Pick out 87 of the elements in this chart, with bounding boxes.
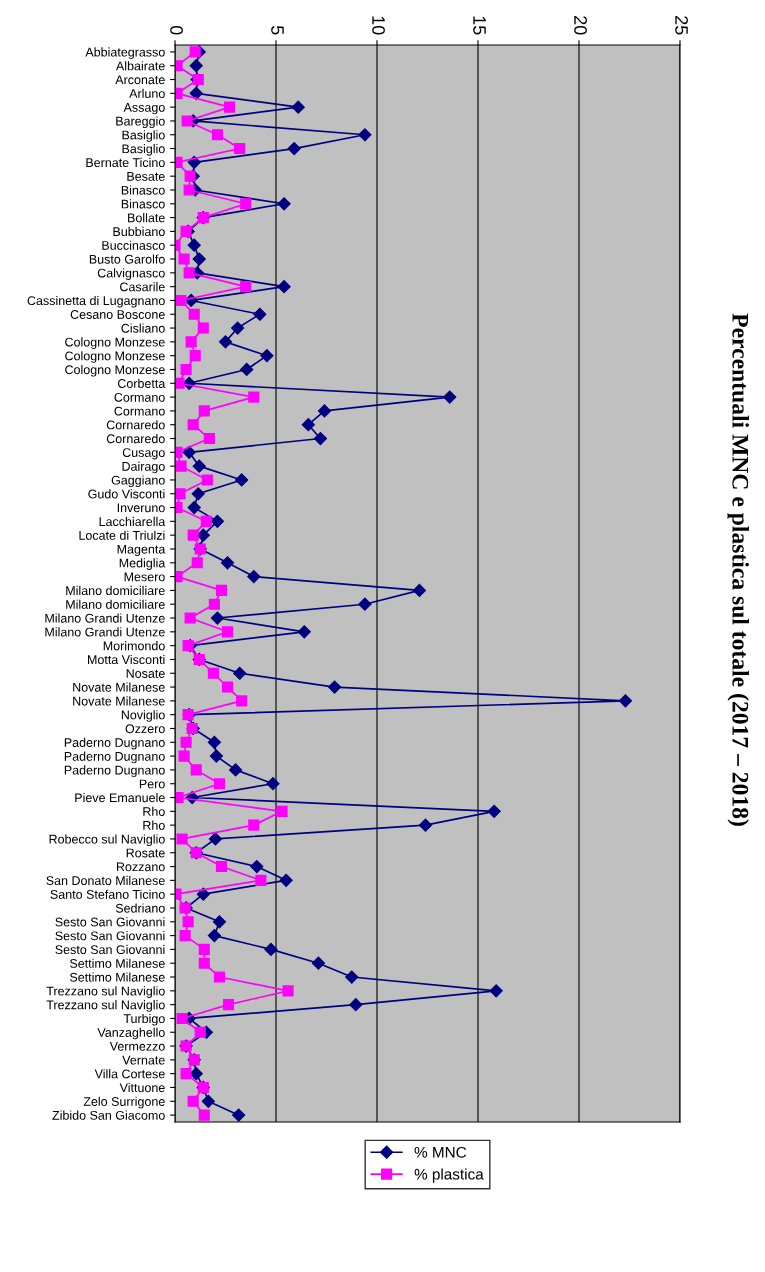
y-tick-label: Milano Grandi Utenze [45, 613, 165, 623]
y-tick-label: Zelo Surrigone [83, 1096, 165, 1109]
y-tick-label: Cormano [114, 392, 165, 402]
y-tick-label: Paderno Dugnano [64, 737, 165, 750]
y-tick-label: Gaggiano [111, 475, 165, 488]
y-tick-label: Cornaredo [106, 420, 165, 430]
y-tick-label: Calvignasco [97, 268, 165, 280]
y-tick-label: Cologno Monzese [65, 364, 165, 377]
y-tick-label: Bernate Ticino [86, 157, 165, 168]
x-tick-label: 10 [372, 16, 385, 35]
y-tick-label: Milano Grandi Utenze [45, 627, 165, 637]
y-tick-label: Gudo Visconti [88, 489, 165, 499]
y-tick-label: Rho [143, 806, 165, 816]
y-tick-label: Bareggio [116, 116, 165, 129]
y-tick-label: Assago [123, 103, 165, 115]
y-tick-label: Bubbiano [113, 226, 165, 237]
y-tick-label: Trezzano sul Naviglio [46, 986, 165, 998]
y-tick-label: Busto Garolfo [89, 254, 165, 264]
legend-label: % MNC [414, 1146, 467, 1158]
y-tick-label: Robecco sul Naviglio [49, 834, 165, 847]
x-tick-label: 5 [271, 25, 284, 35]
y-tick-label: Vernate [122, 1055, 165, 1065]
y-tick-label: Zibido San Giacomo [52, 1110, 165, 1120]
y-tick-label: Corbetta [117, 378, 166, 388]
y-tick-label: Abbiategrasso [85, 47, 165, 60]
y-tick-label: Lacchiarella [99, 516, 166, 527]
y-tick-label: Sesto San Giovanni [55, 917, 165, 927]
y-tick-label: Sesto San Giovanni [55, 944, 165, 955]
y-tick-label: Arluno [129, 88, 165, 98]
y-tick-label: Cologno Monzese [65, 351, 165, 363]
y-tick-label: Cormano [114, 406, 165, 416]
y-tick-label: Rosate [126, 848, 165, 858]
y-tick-label: Vermezzo [109, 1041, 165, 1051]
text: Percentuali MNC e plastica sul totale (2017 – 2018) [727, 313, 749, 826]
x-tick-label: 15 [473, 16, 486, 35]
y-tick-label: Sedriano [115, 903, 165, 913]
y-tick-label: Novate Milanese [73, 696, 165, 706]
y-tick-label: Locate di Triulzi [79, 530, 165, 540]
y-tick-label: Paderno Dugnano [64, 765, 165, 778]
y-tick-label: Inveruno [117, 503, 165, 513]
y-tick-label: Motta Visconti [88, 654, 165, 665]
y-tick-label: Cologno Monzese [65, 337, 165, 349]
y-tick-label: Rozzano [116, 862, 165, 872]
y-tick-label: Cesano Boscone [70, 310, 165, 319]
y-tick-label: Binasco [121, 199, 165, 209]
x-tick-label: 25 [675, 16, 688, 35]
y-tick-label: Magenta [117, 544, 166, 557]
y-tick-label: Vittuone [119, 1082, 165, 1093]
y-tick-label: Basiglio [122, 130, 165, 142]
y-tick-label: Arconate [115, 75, 165, 85]
y-tick-label: San Donato Milanese [46, 875, 165, 886]
y-tick-label: Turbigo [123, 1013, 165, 1026]
y-tick-label: Binasco [121, 185, 165, 195]
x-tick-label: 20 [574, 16, 587, 35]
y-tick-label: Noviglio [121, 710, 165, 722]
y-tick-label: Trezzano sul Naviglio [46, 1000, 165, 1012]
y-tick-label: Basiglio [122, 144, 165, 156]
y-tick-label: Settimo Milanese [69, 972, 165, 982]
y-tick-label: Novate Milanese [73, 682, 165, 692]
y-tick-label: Pero [139, 779, 165, 789]
y-tick-label: Casarile [120, 282, 165, 292]
y-tick-label: Pieve Emanuele [75, 792, 165, 803]
legend-label: % plastica [414, 1168, 484, 1183]
y-tick-label: Albairate [115, 61, 165, 71]
y-tick-label: Bollate [128, 213, 165, 223]
y-tick-label: Villa Cortese [94, 1069, 165, 1079]
y-tick-label: Mediglia [119, 558, 166, 570]
y-tick-label: Mesero [124, 572, 165, 582]
y-tick-label: Buccinasco [102, 240, 165, 250]
y-tick-label: Rho [143, 820, 165, 830]
y-tick-label: Besate [127, 172, 165, 181]
y-tick-label: Vanzaghello [97, 1027, 165, 1040]
y-tick-label: Cornaredo [106, 433, 165, 444]
y-tick-label: Cassinetta di Lugagnano [27, 295, 165, 308]
y-tick-label: Milano domiciliare [66, 599, 165, 609]
y-tick-label: Dairago [122, 461, 165, 474]
y-tick-label: Cisliano [121, 323, 165, 333]
y-tick-label: Santo Stefano Ticino [50, 889, 165, 899]
y-tick-label: Cusago [122, 448, 165, 460]
y-tick-label: Morimondo [103, 641, 165, 651]
y-tick-label: Milano domiciliare [66, 585, 165, 596]
y-tick-label: Nosate [126, 669, 165, 678]
x-tick-label: 0 [170, 25, 183, 35]
y-tick-label: Sesto San Giovanni [55, 931, 165, 941]
y-tick-label: Paderno Dugnano [64, 751, 165, 764]
y-tick-label: Ozzero [125, 724, 165, 734]
y-tick-label: Settimo Milanese [69, 958, 165, 968]
